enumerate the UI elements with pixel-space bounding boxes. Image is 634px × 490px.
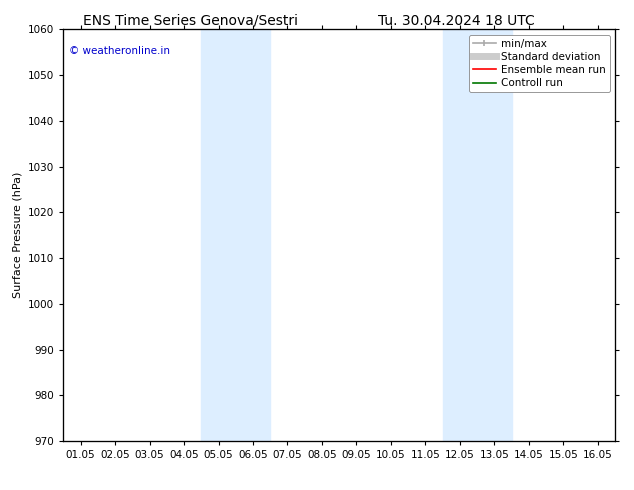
Text: Tu. 30.04.2024 18 UTC: Tu. 30.04.2024 18 UTC: [378, 14, 535, 28]
Text: ENS Time Series Genova/Sestri: ENS Time Series Genova/Sestri: [82, 14, 298, 28]
Bar: [202, 29, 270, 441]
Text: © weatheronline.in: © weatheronline.in: [69, 46, 170, 56]
Legend: min/max, Standard deviation, Ensemble mean run, Controll run: min/max, Standard deviation, Ensemble me…: [469, 35, 610, 92]
Bar: [443, 29, 512, 441]
Y-axis label: Surface Pressure (hPa): Surface Pressure (hPa): [13, 172, 23, 298]
